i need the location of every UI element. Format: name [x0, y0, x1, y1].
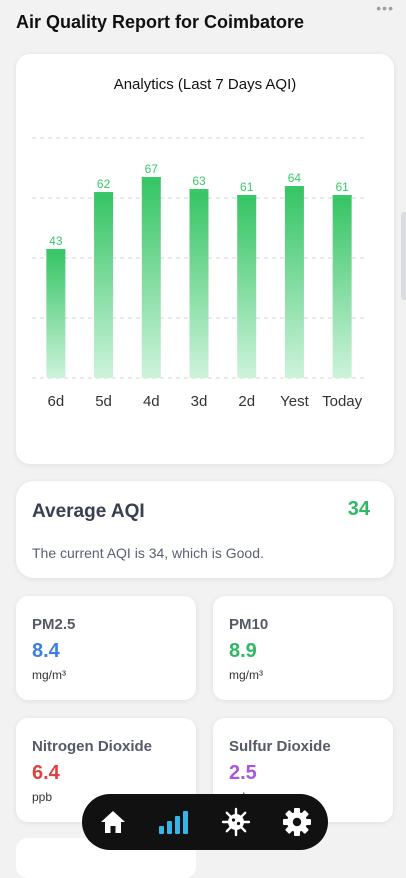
analytics-card: Analytics (Last 7 Days AQI) 43 6d 62 5d 67 4d… [16, 54, 394, 464]
chart-tick-label: Today [322, 393, 363, 410]
page-title: Air Quality Report for Coimbatore [16, 12, 305, 32]
chart-tick-label: 6d [48, 393, 65, 410]
chart-tick-label: 3d [191, 393, 208, 410]
pollutant-name: Nitrogen Dioxide [32, 738, 153, 755]
gear-icon [283, 808, 312, 836]
scroll-handle[interactable] [401, 212, 406, 300]
pollutant-unit: ppb [32, 790, 53, 804]
average-aqi-card: Average AQI 34 The current AQI is 34, wh… [16, 481, 394, 578]
chart-bar-top [46, 249, 66, 252]
chart-bar-top [189, 189, 209, 192]
nav-home[interactable] [93, 802, 133, 842]
chart-bar-top [141, 177, 161, 180]
chart-bar-top [237, 195, 257, 198]
pm25-card: PM2.5 8.4 mg/m³ [16, 596, 196, 700]
average-aqi-title: Average AQI [32, 501, 145, 522]
home-icon [100, 811, 125, 833]
chart-tick-label: 4d [143, 393, 160, 410]
pollutant-name: PM2.5 [32, 616, 76, 633]
chart-data-label: 62 [97, 177, 111, 191]
chart-bar[interactable] [189, 189, 209, 378]
pollutant-unit: mg/m³ [32, 668, 66, 682]
chart-data-label: 63 [192, 174, 206, 188]
nav-settings[interactable] [277, 802, 317, 842]
chart-bar[interactable] [284, 186, 304, 378]
chart-data-label: 67 [145, 162, 159, 176]
chart-tick-label: 5d [95, 393, 112, 410]
pm10-card: PM10 8.9 mg/m³ [213, 596, 393, 700]
chart-bar[interactable] [94, 192, 114, 378]
aqi-bar-chart: 43 6d 62 5d 67 4d 63 3d 61 2d 64 Yest 61 Today [32, 137, 366, 410]
chart-bar[interactable] [332, 195, 352, 378]
virus-icon [221, 807, 250, 837]
chart-tick-label: Yest [280, 393, 309, 410]
chart-data-label: 43 [49, 234, 63, 248]
chart-bar[interactable] [237, 195, 257, 378]
average-aqi-value: 34 [347, 498, 370, 520]
chart-bar[interactable] [141, 177, 161, 378]
chart-bar[interactable] [46, 249, 66, 378]
chart-data-label: 61 [240, 180, 254, 194]
pollutant-value: 8.4 [32, 640, 60, 662]
chart-tick-label: 2d [238, 393, 255, 410]
pollutant-value: 8.9 [229, 640, 257, 662]
pollutant-name: PM10 [229, 616, 269, 633]
pollutant-name: Sulfur Dioxide [229, 738, 331, 755]
pollutant-unit: mg/m³ [229, 668, 263, 682]
more-options-icon[interactable]: ••• [376, 0, 394, 16]
chart-bar-top [284, 186, 304, 189]
sulfur-dioxide-card: Sulfur Dioxide 2.5 ppb [213, 718, 393, 822]
bar-chart-icon [159, 811, 189, 834]
chart-title: Analytics (Last 7 Days AQI) [113, 76, 297, 93]
chart-data-label: 61 [335, 180, 349, 194]
nav-analytics[interactable] [154, 802, 194, 842]
pollutant-value: 6.4 [32, 762, 60, 784]
bottom-nav [82, 794, 328, 850]
nav-pollutants[interactable] [216, 802, 256, 842]
chart-bar-top [332, 195, 352, 198]
pollutant-value: 2.5 [229, 762, 257, 784]
average-aqi-description: The current AQI is 34, which is Good. [32, 545, 264, 561]
chart-bar-top [94, 192, 114, 195]
chart-data-label: 64 [288, 171, 302, 185]
